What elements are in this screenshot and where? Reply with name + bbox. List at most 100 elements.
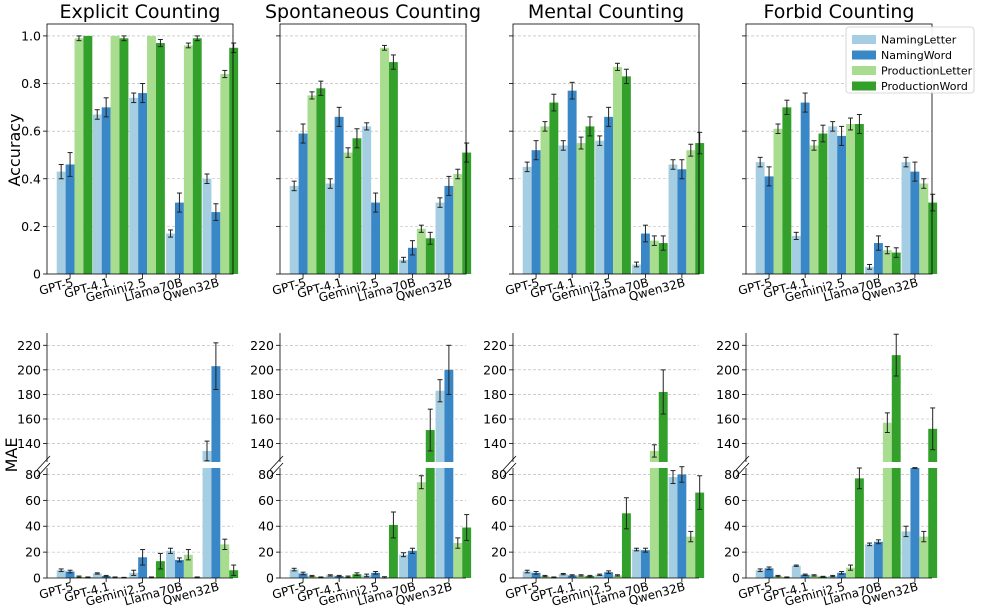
accuracy-bar <box>532 150 541 274</box>
mae-upper-tick-label: 200 <box>716 362 740 377</box>
accuracy-bar <box>335 117 344 274</box>
mae-upper-tick-label: 180 <box>17 387 41 402</box>
accuracy-bar <box>568 91 577 274</box>
mae-upper-tick-label: 140 <box>250 436 274 451</box>
axis-break-mark <box>270 456 283 470</box>
mae-bar-lower <box>166 551 175 578</box>
accuracy-bar <box>595 141 604 274</box>
accuracy-bar <box>559 145 568 274</box>
mae-lower-tick-label: 20 <box>25 545 41 560</box>
mae-upper-tick-label: 220 <box>716 338 740 353</box>
accuracy-tick-label: 0.2 <box>21 219 41 234</box>
mae-bar-lower <box>417 482 426 578</box>
mae-lower-tick-label: 40 <box>491 519 507 534</box>
mae-bar-lower <box>686 537 695 578</box>
mae-lower-tick-label: 40 <box>25 519 41 534</box>
mae-lower-tick-label: 0 <box>33 571 41 586</box>
mae-bar-lower <box>677 474 686 578</box>
mae-bar-lower <box>919 537 928 578</box>
mae-lower-tick-label: 20 <box>491 545 507 560</box>
accuracy-bar <box>66 164 75 274</box>
accuracy-tick-label: 0.4 <box>21 171 41 186</box>
accuracy-bar <box>326 184 335 274</box>
mae-bar-lower <box>892 468 901 578</box>
accuracy-bar <box>622 76 631 274</box>
accuracy-tick-label: 0.8 <box>21 76 41 91</box>
accuracy-bar <box>83 36 92 274</box>
mae-upper-tick-label: 180 <box>716 387 740 402</box>
accuracy-bar <box>855 124 864 274</box>
mae-lower-tick-label: 60 <box>258 493 274 508</box>
accuracy-bar <box>828 126 837 274</box>
mae-lower-tick-label: 40 <box>724 519 740 534</box>
accuracy-bar <box>371 203 380 274</box>
legend-label: ProductionWord <box>881 80 968 93</box>
accuracy-bar <box>765 176 774 274</box>
mae-lower-tick-label: 80 <box>25 467 41 482</box>
legend-swatch <box>852 82 876 91</box>
mae-bar-lower <box>175 560 184 578</box>
legend-swatch <box>852 35 876 44</box>
mae-upper-tick-label: 200 <box>250 362 274 377</box>
accuracy-bar <box>549 103 558 274</box>
mae-upper-tick-label: 200 <box>483 362 507 377</box>
accuracy-bar <box>184 45 193 274</box>
accuracy-bar <box>220 74 229 274</box>
accuracy-bar <box>111 36 120 274</box>
accuracy-bar <box>756 162 765 274</box>
mae-upper-tick-label: 160 <box>250 412 274 427</box>
accuracy-bar <box>147 36 156 274</box>
legend-label: ProductionLetter <box>881 65 973 78</box>
legend-label: NamingWord <box>881 49 952 62</box>
accuracy-bar <box>380 48 389 274</box>
accuracy-bar <box>818 134 827 274</box>
accuracy-bar <box>462 153 471 274</box>
mae-upper-tick-label: 140 <box>716 436 740 451</box>
accuracy-bar <box>290 186 299 274</box>
axis-break-mark <box>37 456 50 470</box>
mae-bar-lower <box>650 468 659 578</box>
mae-upper-tick-label: 200 <box>17 362 41 377</box>
mae-lower-tick-label: 80 <box>258 467 274 482</box>
accuracy-bar <box>175 203 184 274</box>
accuracy-bar <box>910 172 919 274</box>
mae-lower-tick-label: 80 <box>724 467 740 482</box>
mae-lower-tick-label: 60 <box>25 493 41 508</box>
mae-lower-tick-label: 20 <box>258 545 274 560</box>
accuracy-bar <box>919 184 928 274</box>
mae-upper-tick-label: 180 <box>483 387 507 402</box>
mae-upper-tick-label: 160 <box>716 412 740 427</box>
accuracy-bar <box>677 169 686 274</box>
accuracy-bar <box>902 162 911 274</box>
accuracy-bar <box>541 126 550 274</box>
accuracy-bar <box>669 164 678 274</box>
accuracy-bar <box>613 67 622 274</box>
mae-bar-lower <box>883 468 892 578</box>
accuracy-bar <box>837 136 846 274</box>
mae-lower-tick-label: 0 <box>499 571 507 586</box>
accuracy-bar <box>389 62 398 274</box>
mae-lower-tick-label: 40 <box>258 519 274 534</box>
accuracy-bar <box>308 95 317 274</box>
legend: NamingLetter NamingWord ProductionLetter Pr… <box>846 27 974 93</box>
accuracy-bar <box>604 117 613 274</box>
mae-upper-tick-label: 220 <box>483 338 507 353</box>
mae-upper-tick-label: 160 <box>17 412 41 427</box>
accuracy-bar <box>792 236 801 274</box>
mae-lower-tick-label: 0 <box>732 571 740 586</box>
panel-0: Explicit Counting00.20.40.60.81.0GPT-5GP… <box>17 1 238 609</box>
accuracy-bar <box>138 93 147 274</box>
mae-upper-tick-label: 180 <box>250 387 274 402</box>
accuracy-tick-label: 1.0 <box>21 28 41 43</box>
counting-results-figure: AccuracyMAEExplicit Counting00.20.40.60.… <box>0 0 987 611</box>
accuracy-bar <box>362 126 371 274</box>
accuracy-bar <box>93 114 102 274</box>
accuracy-bar <box>193 38 202 274</box>
mae-bar-lower <box>659 468 668 578</box>
mae-bar-lower <box>641 550 650 578</box>
mae-bar-lower <box>211 468 220 578</box>
mae-bar-lower <box>928 468 937 578</box>
mae-bar-lower <box>426 468 435 578</box>
accuracy-bar <box>299 134 308 274</box>
mae-bar-lower <box>408 551 417 578</box>
